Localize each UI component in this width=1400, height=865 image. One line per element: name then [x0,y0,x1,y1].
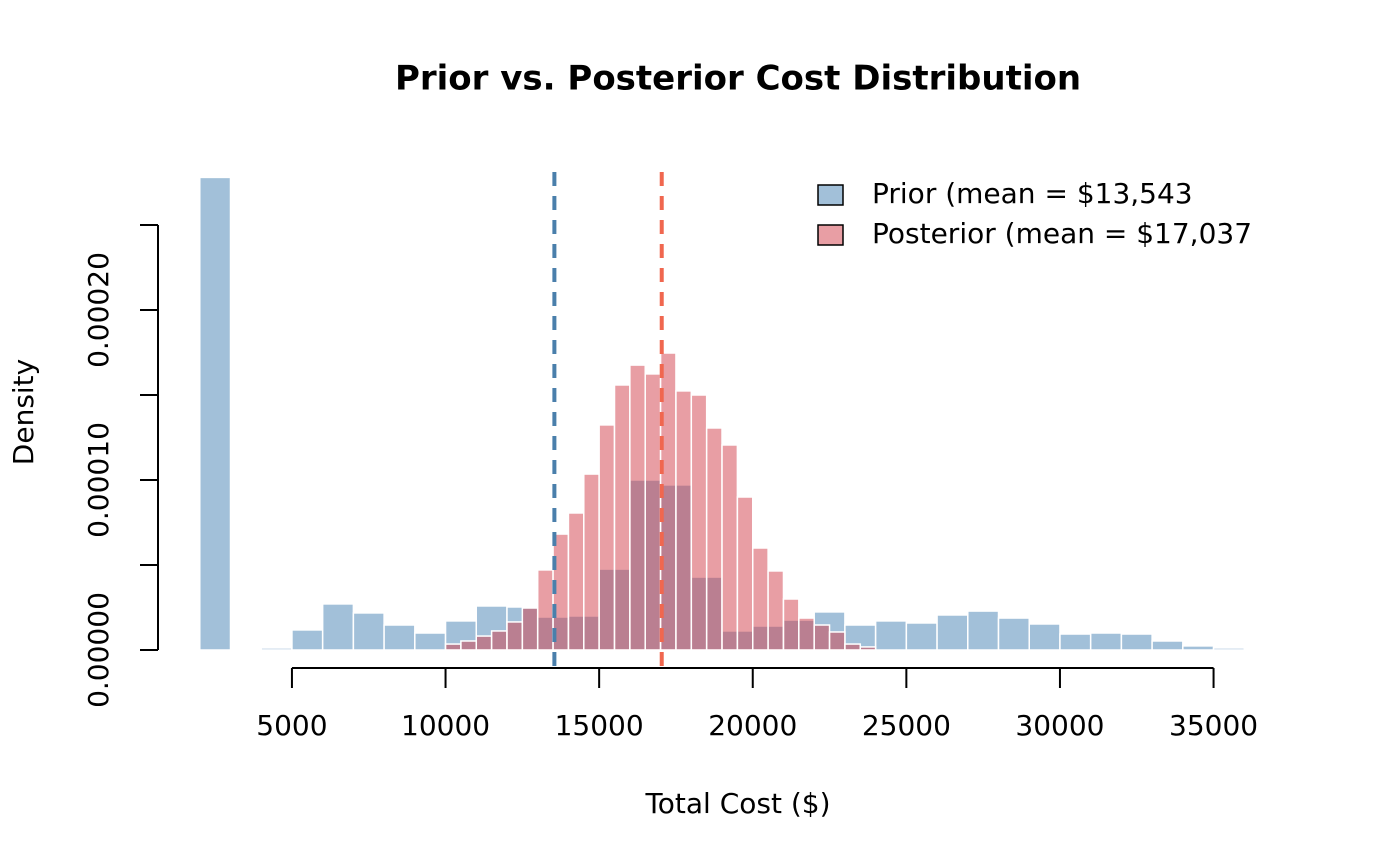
x-tick-label: 15000 [555,709,644,742]
bar [383,624,416,651]
bar [321,603,355,651]
bar [844,643,862,651]
bar [613,384,631,651]
bar [475,635,493,651]
bar [736,496,754,651]
bar [1182,645,1215,651]
bar [506,621,524,651]
bar [767,570,785,651]
bar [828,631,846,651]
bar [967,610,1000,651]
bar [874,620,908,651]
x-tick-label: 30000 [1015,709,1104,742]
legend-label: Posterior (mean = $17,037 [872,217,1252,250]
bar [690,394,708,651]
bar [260,647,293,651]
x-tick-label: 5000 [256,709,327,742]
bar [705,427,723,651]
legend-swatch [817,184,844,206]
bar [675,390,693,651]
bar [583,473,600,651]
x-axis-label: Total Cost ($) [644,787,830,820]
bar [859,646,877,651]
bar [1089,632,1123,651]
bar [782,598,800,651]
bar [490,630,508,651]
bar [521,607,539,651]
legend-label: Prior (mean = $13,543 [872,177,1193,210]
bar [1212,647,1246,651]
bar [291,629,324,651]
bar [905,622,938,651]
x-tick-label: 35000 [1169,709,1258,742]
y-tick-label: 0.00010 [82,422,115,538]
bar [567,512,585,651]
x-tick-label: 10000 [401,709,490,742]
chart-title: Prior vs. Posterior Cost Distribution [395,59,1081,99]
bar [199,176,232,651]
bar [1120,633,1153,651]
bar [598,424,616,651]
bar [813,624,831,651]
bar [414,632,447,651]
bar [352,612,385,651]
bar [460,640,478,651]
bar [1059,633,1092,651]
bar [798,617,815,651]
bar [752,547,769,651]
bar [644,373,662,651]
y-tick-label: 0.00000 [82,592,115,708]
x-tick-label: 20000 [708,709,797,742]
bar [444,643,462,651]
legend-swatch [817,224,844,246]
bar [629,364,646,651]
y-axis-label: Density [7,359,40,465]
x-tick-label: 25000 [862,709,951,742]
bar [936,614,969,651]
bar [1028,623,1061,651]
bar [1151,640,1184,651]
bar [536,569,554,651]
bar [997,617,1030,651]
y-tick-label: 0.00020 [82,252,115,368]
bar [721,444,739,651]
